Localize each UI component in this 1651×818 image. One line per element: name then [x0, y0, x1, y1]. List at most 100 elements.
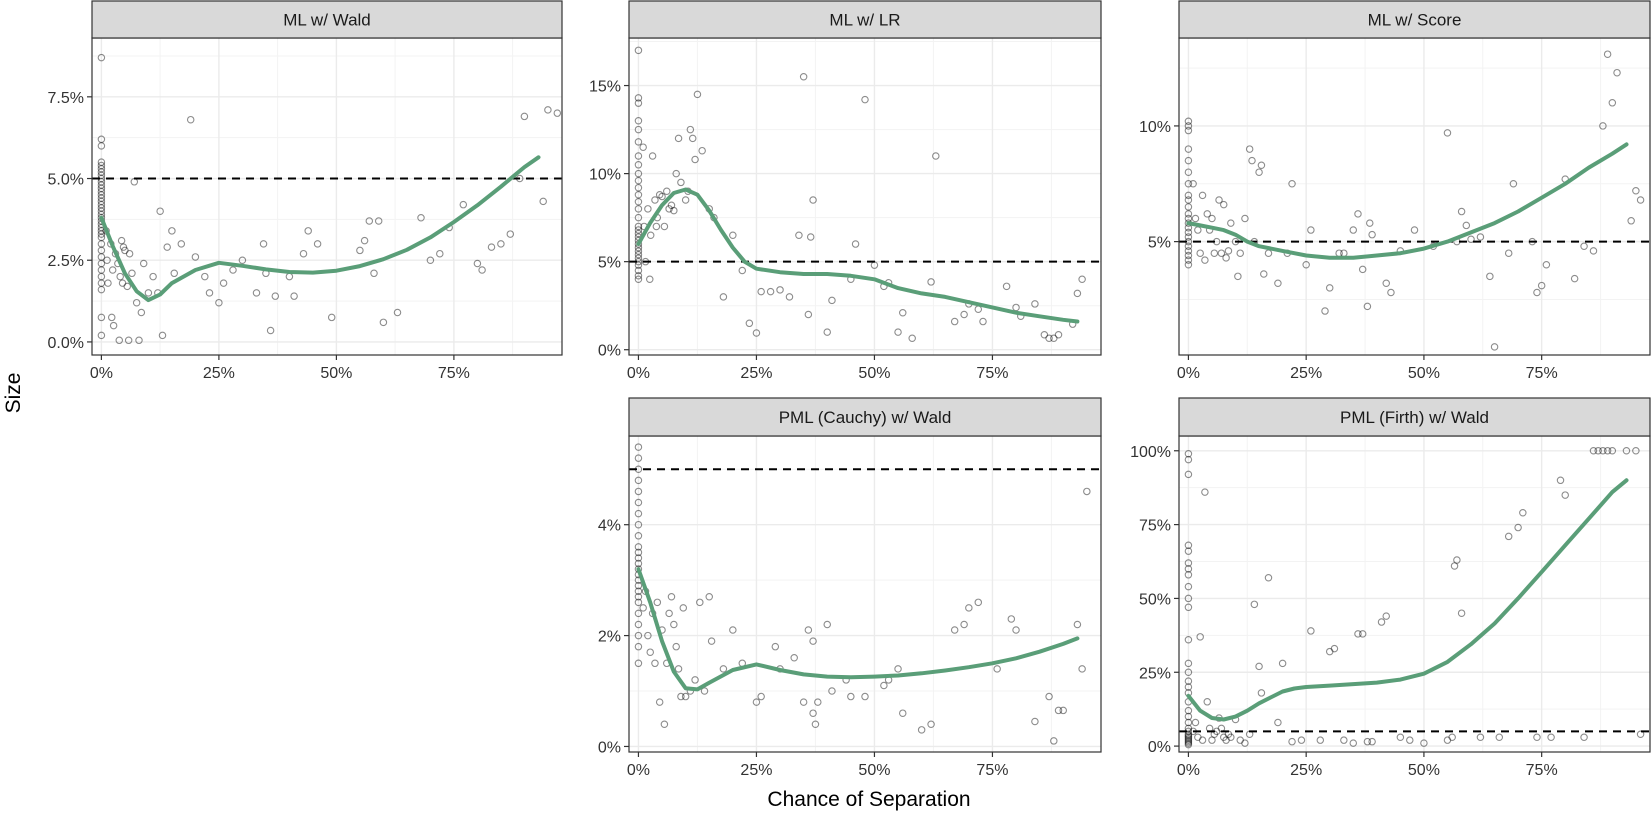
panel-background: [1179, 436, 1650, 752]
data-point: [1045, 692, 1053, 701]
data-point: [1184, 659, 1193, 668]
smooth-curve: [636, 187, 1080, 324]
data-point: [1184, 247, 1193, 255]
data-point: [899, 308, 907, 317]
data-point: [634, 266, 643, 275]
data-point: [170, 269, 179, 278]
data-point: [299, 249, 308, 258]
data-point: [229, 266, 237, 274]
data-point: [290, 292, 298, 300]
data-point: [641, 257, 650, 266]
data-point: [1184, 739, 1193, 747]
data-point: [634, 532, 643, 540]
data-point: [917, 726, 926, 734]
data-point: [799, 72, 808, 81]
data-point: [1184, 724, 1193, 733]
data-point: [1349, 739, 1358, 747]
data-point: [752, 698, 761, 706]
data-point: [1208, 736, 1216, 744]
data-point: [97, 158, 106, 166]
facet-strip-title: PML (Firth) w/ Wald: [1340, 408, 1489, 427]
data-point: [1184, 706, 1193, 715]
data-point: [1599, 122, 1607, 130]
data-point: [139, 259, 148, 268]
data-point: [894, 665, 902, 673]
x-axis-title: Chance of Separation: [767, 788, 970, 811]
data-point: [125, 249, 134, 258]
data-point: [950, 626, 959, 634]
x-tick-label: 25%: [740, 762, 772, 779]
data-point: [1241, 739, 1249, 747]
smooth-curve: [99, 155, 541, 303]
data-point: [665, 609, 673, 618]
data-point: [379, 318, 388, 327]
data-point: [729, 626, 737, 634]
data-point: [506, 230, 515, 238]
data-point: [97, 181, 106, 189]
facet-strip: [628, 0, 1102, 39]
data-point: [814, 698, 822, 706]
data-point: [804, 626, 813, 634]
data-point: [1184, 210, 1193, 218]
data-point: [1194, 733, 1202, 741]
y-tick-label: 100%: [1130, 444, 1171, 461]
data-point: [809, 637, 817, 645]
data-point: [1495, 733, 1504, 741]
data-point: [1627, 217, 1635, 225]
data-point: [177, 240, 186, 248]
data-point: [1349, 226, 1358, 234]
data-point: [1264, 574, 1273, 582]
y-tick-label: 2%: [598, 629, 621, 646]
data-point: [809, 196, 817, 204]
y-tick-label: 4%: [598, 518, 621, 535]
data-point: [634, 229, 643, 238]
facet-strip-title: ML w/ LR: [829, 11, 900, 30]
data-point: [163, 243, 171, 251]
data-point: [1316, 736, 1325, 744]
data-point: [1078, 665, 1086, 673]
data-point: [97, 174, 106, 183]
data-point: [1453, 556, 1461, 564]
data-point: [1045, 334, 1053, 343]
data-point: [97, 184, 106, 193]
data-point: [356, 246, 364, 255]
data-point: [1227, 219, 1235, 227]
data-point: [156, 207, 164, 215]
data-point: [634, 213, 643, 222]
data-point: [1227, 733, 1235, 741]
data-point: [1622, 447, 1631, 455]
data-point: [1210, 730, 1219, 739]
x-tick-label: 75%: [438, 365, 470, 382]
x-tick-label: 25%: [740, 365, 772, 382]
data-point: [795, 231, 803, 239]
data-point: [137, 308, 146, 317]
data-point: [634, 631, 643, 640]
data-point: [1556, 476, 1565, 485]
x-tick-label: 50%: [320, 365, 352, 382]
data-point: [1255, 168, 1263, 176]
data-point: [1073, 620, 1082, 629]
data-point: [1608, 447, 1617, 455]
data-point: [1443, 129, 1452, 137]
data-point: [97, 135, 106, 144]
data-point: [894, 328, 902, 336]
data-point: [201, 272, 209, 281]
data-point: [646, 648, 654, 656]
data-point: [393, 308, 402, 317]
data-point: [1031, 717, 1039, 726]
data-point: [168, 227, 176, 235]
facet-panel: ML w/ Score 5% 10% 0% 25% 50% 75%: [1139, 0, 1651, 382]
data-point: [634, 46, 643, 55]
data-point: [1184, 233, 1193, 241]
y-tick-label: 0%: [1148, 739, 1171, 756]
data-point: [97, 168, 106, 176]
data-point: [752, 329, 761, 337]
data-point: [97, 171, 106, 180]
data-point: [651, 196, 659, 204]
data-point: [634, 476, 643, 485]
data-point: [1561, 491, 1569, 499]
data-point: [950, 317, 959, 326]
data-point: [1420, 739, 1428, 747]
data-point: [191, 253, 200, 261]
